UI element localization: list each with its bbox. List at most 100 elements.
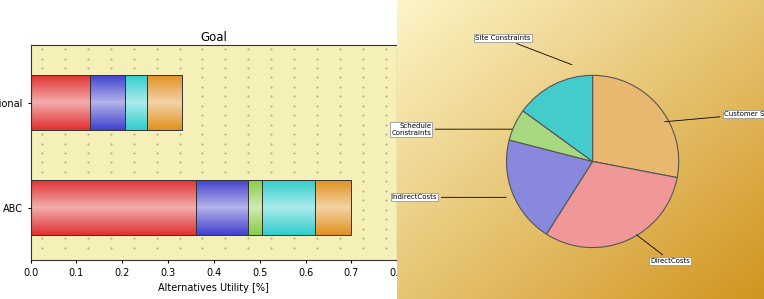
- Bar: [90, 118, 125, 119]
- Bar: [248, 208, 262, 209]
- Bar: [31, 226, 196, 227]
- Bar: [248, 207, 262, 208]
- Bar: [248, 218, 262, 219]
- Bar: [90, 87, 125, 88]
- Bar: [31, 113, 90, 114]
- Bar: [90, 128, 125, 129]
- Bar: [196, 190, 248, 191]
- Bar: [248, 197, 262, 198]
- Bar: [315, 206, 351, 207]
- Bar: [125, 111, 147, 112]
- Bar: [248, 187, 262, 188]
- Bar: [262, 211, 315, 212]
- Bar: [125, 77, 147, 78]
- Bar: [147, 127, 182, 128]
- Bar: [196, 211, 248, 212]
- Bar: [125, 81, 147, 82]
- Bar: [31, 185, 196, 186]
- Bar: [248, 190, 262, 191]
- Bar: [125, 112, 147, 113]
- Bar: [248, 199, 262, 200]
- Bar: [196, 216, 248, 217]
- Bar: [31, 198, 196, 199]
- Bar: [31, 195, 196, 196]
- Bar: [248, 206, 262, 207]
- Bar: [147, 125, 182, 126]
- Bar: [315, 224, 351, 225]
- Bar: [196, 201, 248, 202]
- Bar: [125, 75, 147, 76]
- Bar: [31, 118, 90, 119]
- Bar: [31, 210, 196, 211]
- Bar: [90, 123, 125, 124]
- Bar: [196, 233, 248, 234]
- Bar: [196, 220, 248, 221]
- Bar: [125, 78, 147, 79]
- Wedge shape: [546, 161, 677, 248]
- Title: Goal: Goal: [200, 31, 228, 44]
- Bar: [125, 90, 147, 91]
- Bar: [125, 79, 147, 80]
- Bar: [31, 217, 196, 218]
- Bar: [90, 90, 125, 91]
- Bar: [248, 180, 262, 181]
- Bar: [31, 105, 90, 106]
- Bar: [262, 224, 315, 225]
- Bar: [31, 182, 196, 183]
- Bar: [315, 186, 351, 187]
- Bar: [31, 87, 90, 88]
- Bar: [125, 129, 147, 130]
- Bar: [147, 96, 182, 97]
- Bar: [31, 221, 196, 222]
- Bar: [147, 111, 182, 112]
- Bar: [196, 218, 248, 219]
- Bar: [90, 113, 125, 114]
- Bar: [262, 208, 315, 209]
- Wedge shape: [507, 140, 593, 234]
- Bar: [31, 223, 196, 224]
- Bar: [90, 114, 125, 115]
- Bar: [90, 104, 125, 105]
- Bar: [125, 87, 147, 88]
- Bar: [125, 94, 147, 95]
- Bar: [196, 208, 248, 209]
- Bar: [90, 92, 125, 93]
- Bar: [196, 234, 248, 235]
- Bar: [315, 227, 351, 228]
- Bar: [262, 189, 315, 190]
- Bar: [196, 206, 248, 207]
- Bar: [315, 228, 351, 229]
- Bar: [125, 88, 147, 89]
- Bar: [90, 101, 125, 102]
- Bar: [31, 202, 196, 203]
- Bar: [315, 193, 351, 194]
- Bar: [315, 209, 351, 210]
- Bar: [262, 192, 315, 193]
- Bar: [31, 128, 90, 129]
- Bar: [90, 112, 125, 113]
- Bar: [125, 119, 147, 120]
- Bar: [196, 224, 248, 225]
- Bar: [315, 183, 351, 184]
- Bar: [31, 234, 196, 235]
- Bar: [315, 218, 351, 219]
- Bar: [262, 205, 315, 206]
- Bar: [196, 223, 248, 224]
- Bar: [31, 92, 90, 93]
- Bar: [31, 180, 196, 235]
- Bar: [125, 125, 147, 126]
- Bar: [90, 109, 125, 110]
- Bar: [31, 94, 90, 95]
- Bar: [31, 229, 196, 230]
- Bar: [90, 80, 125, 81]
- Bar: [196, 189, 248, 190]
- Bar: [31, 222, 196, 223]
- Bar: [147, 76, 182, 77]
- Bar: [262, 207, 315, 208]
- Bar: [31, 88, 90, 89]
- Bar: [147, 75, 182, 130]
- Bar: [196, 200, 248, 201]
- Bar: [31, 108, 90, 109]
- Bar: [31, 192, 196, 193]
- Bar: [31, 75, 90, 130]
